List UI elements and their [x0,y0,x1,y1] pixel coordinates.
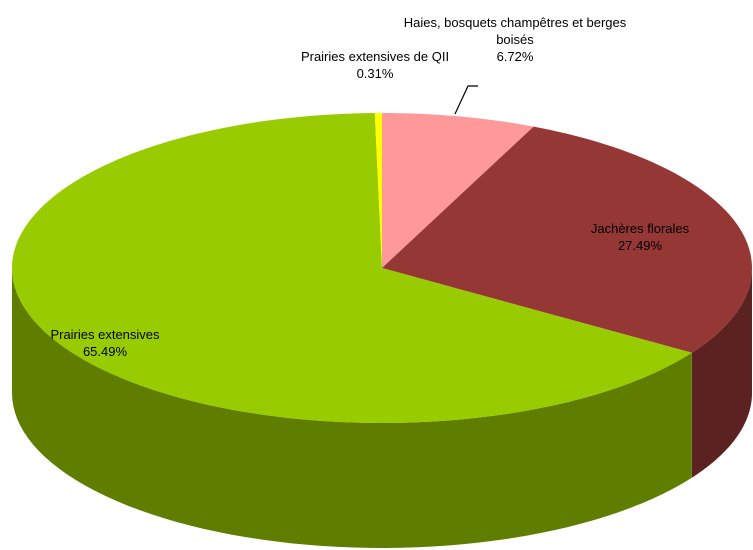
pie-slice [12,113,692,423]
value-label: 65.49% [82,344,128,359]
pie-slice-side [691,268,752,478]
pie-slice-side [12,268,692,548]
category-label: Jachères florales [590,221,690,236]
data-label: Prairies extensives de QII 0.31% [295,48,455,82]
data-label: Prairies extensives 65.49% [25,326,185,360]
pie-slice [374,113,382,268]
category-label: Haies, bosquets champêtres et berges boi… [403,15,627,47]
category-label: Prairies extensives de QII [300,49,450,64]
data-label: Haies, bosquets champêtres et berges boi… [385,14,645,65]
value-label: 27.49% [617,238,663,253]
data-label: Jachères florales 27.49% [570,220,710,254]
leader-line [454,85,478,115]
pie-slice [382,113,534,268]
value-label: 0.31% [356,66,394,81]
category-label: Prairies extensives [50,327,160,342]
pie-slice [382,126,752,353]
value-label: 6.72% [496,49,534,64]
